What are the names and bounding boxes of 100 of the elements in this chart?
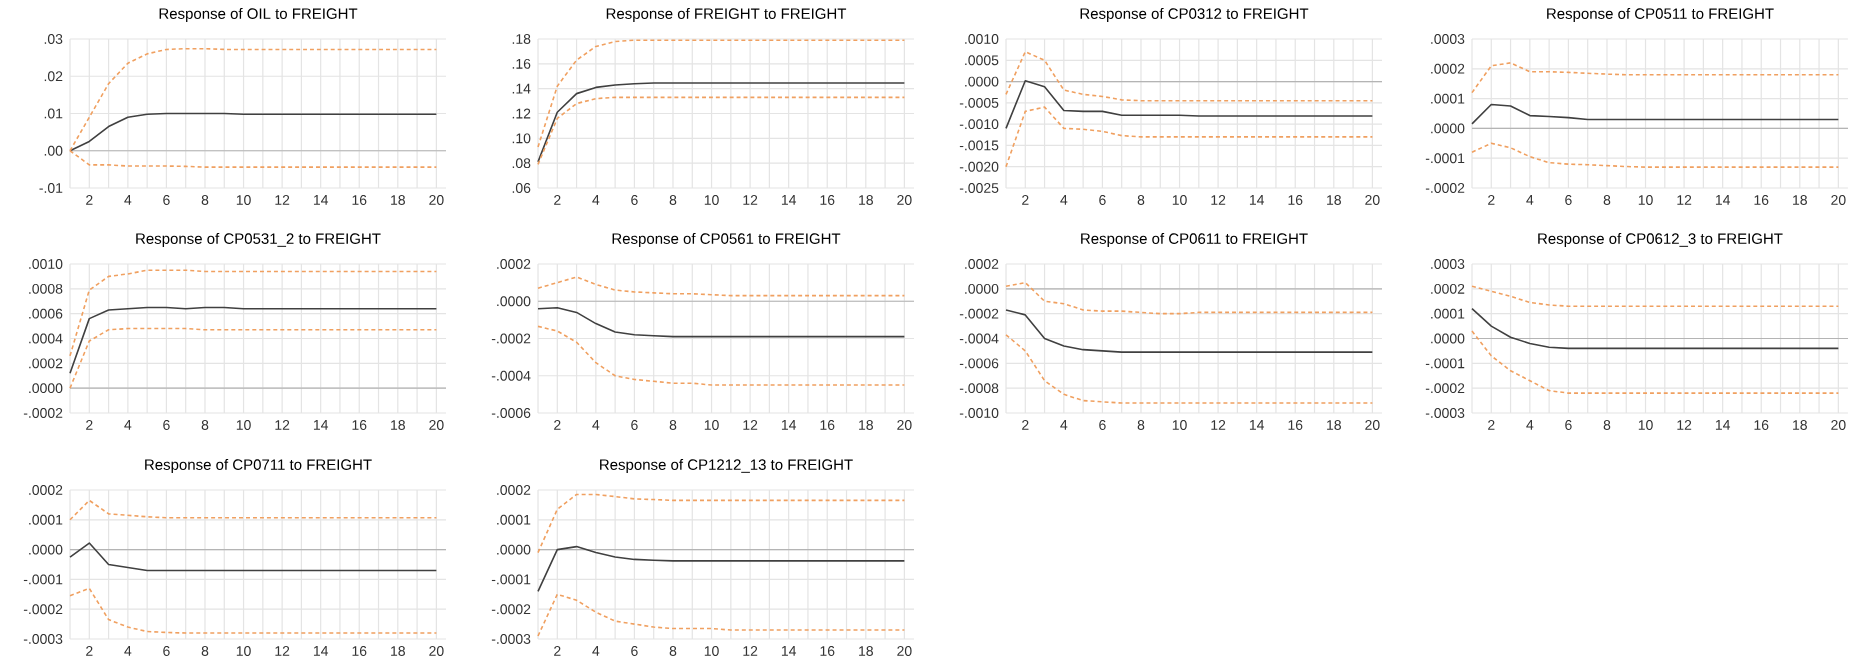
y-tick-label: -.0003 — [1425, 408, 1465, 418]
y-tick-label: -.0002 — [1425, 383, 1465, 394]
x-tick-label: 8 — [1603, 195, 1611, 205]
x-tick-label: 8 — [201, 420, 209, 430]
y-tick-label: .0003 — [1431, 259, 1465, 269]
y-tick-label: .0002 — [1431, 283, 1465, 294]
x-tick-label: 8 — [1137, 420, 1145, 430]
x-tick-label: 10 — [236, 195, 251, 205]
y-tick-label: .0010 — [29, 259, 63, 269]
x-tick-label: 12 — [1677, 420, 1692, 430]
y-tick-label: .08 — [512, 158, 531, 169]
x-tick-label: 20 — [897, 420, 912, 430]
y-tick-label: .0000 — [965, 283, 999, 294]
x-tick-label: 18 — [1327, 420, 1341, 430]
x-tick-label: 20 — [1365, 195, 1380, 205]
x-tick-label: 8 — [669, 646, 677, 656]
x-tick-label: 2 — [86, 195, 93, 205]
x-tick-label: 6 — [1565, 420, 1572, 430]
x-tick-label: 6 — [631, 646, 638, 656]
y-tick-label: -.0010 — [959, 119, 999, 130]
x-tick-label: 20 — [1365, 420, 1380, 430]
x-tick-label: 12 — [743, 646, 758, 656]
x-tick-label: 12 — [1211, 195, 1226, 205]
x-tick-label: 4 — [1526, 420, 1534, 430]
x-tick-label: 2 — [1022, 420, 1029, 430]
x-tick-label: 16 — [352, 195, 367, 205]
y-tick-label: .0000 — [1431, 333, 1465, 344]
x-tick-label: 2 — [1022, 195, 1029, 205]
y-tick-label: .02 — [44, 71, 63, 82]
y-tick-label: .06 — [512, 183, 531, 193]
x-tick-label: 6 — [631, 195, 638, 205]
x-tick-label: 2 — [554, 195, 561, 205]
x-tick-label: 12 — [743, 420, 758, 430]
x-tick-label: 8 — [669, 195, 677, 205]
y-tick-label: -.0020 — [959, 161, 999, 172]
y-tick-label: -.0001 — [491, 574, 531, 585]
x-tick-label: 18 — [1793, 195, 1807, 205]
x-tick-label: 16 — [1754, 420, 1769, 430]
x-tick-label: 16 — [820, 420, 835, 430]
chart-title: Response of CP0511 to FREIGHT — [1547, 7, 1774, 22]
x-tick-label: 6 — [163, 646, 170, 656]
y-tick-label: -.0015 — [959, 140, 999, 151]
y-tick-label: -.0025 — [959, 183, 999, 193]
x-tick-label: 14 — [781, 646, 797, 656]
y-tick-label: -.01 — [39, 183, 63, 193]
chart-title: Response of OIL to FREIGHT — [159, 7, 358, 22]
x-tick-label: 6 — [1565, 195, 1572, 205]
x-tick-label: 8 — [669, 420, 677, 430]
chart-title: Response of CP0612_3 to FREIGHT — [1538, 232, 1783, 247]
x-tick-label: 8 — [201, 646, 209, 656]
x-tick-label: 20 — [897, 195, 912, 205]
x-tick-label: 10 — [1172, 420, 1187, 430]
y-tick-label: -.0002 — [23, 604, 63, 615]
y-tick-label: .01 — [44, 108, 63, 119]
y-tick-label: -.0002 — [23, 408, 63, 418]
y-tick-label: -.0001 — [23, 574, 63, 585]
y-tick-label: -.0002 — [1425, 183, 1465, 193]
y-tick-label: .0001 — [1431, 308, 1465, 319]
x-tick-label: 2 — [1488, 195, 1495, 205]
x-tick-label: 20 — [429, 420, 444, 430]
y-tick-label: .0002 — [965, 259, 999, 269]
y-tick-label: .0000 — [497, 544, 531, 555]
x-tick-label: 2 — [554, 646, 561, 656]
x-tick-label: 6 — [163, 420, 170, 430]
x-tick-label: 16 — [1288, 420, 1303, 430]
x-tick-label: 20 — [897, 646, 912, 656]
y-tick-label: .00 — [44, 145, 63, 156]
x-tick-label: 14 — [313, 195, 329, 205]
chart-title: Response of CP0711 to FREIGHT — [145, 458, 372, 473]
y-tick-label: -.0004 — [959, 333, 999, 344]
y-tick-label: .0005 — [965, 55, 999, 66]
x-tick-label: 10 — [704, 195, 719, 205]
y-tick-label: -.0005 — [959, 97, 999, 108]
x-tick-label: 6 — [1099, 195, 1106, 205]
x-tick-label: 2 — [554, 420, 561, 430]
x-tick-label: 20 — [429, 646, 444, 656]
y-tick-label: .18 — [512, 34, 531, 44]
x-tick-label: 12 — [1677, 195, 1692, 205]
y-tick-label: .0000 — [29, 383, 63, 394]
x-tick-label: 10 — [704, 420, 719, 430]
chart-title: Response of CP0561 to FREIGHT — [612, 232, 841, 247]
y-tick-label: .0000 — [1431, 123, 1465, 134]
x-tick-label: 10 — [1638, 420, 1653, 430]
x-tick-label: 2 — [1488, 420, 1495, 430]
x-tick-label: 4 — [1526, 195, 1534, 205]
y-tick-label: .14 — [512, 83, 531, 94]
x-tick-label: 14 — [1249, 195, 1265, 205]
x-tick-label: 4 — [592, 646, 600, 656]
y-tick-label: -.0002 — [491, 604, 531, 615]
y-tick-label: -.0008 — [959, 383, 999, 394]
x-tick-label: 4 — [1060, 195, 1068, 205]
x-tick-label: 16 — [352, 646, 367, 656]
x-tick-label: 20 — [1831, 195, 1846, 205]
x-tick-label: 18 — [1327, 195, 1341, 205]
x-tick-label: 20 — [429, 195, 444, 205]
x-tick-label: 10 — [236, 420, 251, 430]
y-tick-label: .16 — [512, 58, 531, 69]
x-tick-label: 12 — [743, 195, 758, 205]
y-tick-label: .0001 — [29, 514, 63, 525]
x-tick-label: 14 — [781, 420, 797, 430]
